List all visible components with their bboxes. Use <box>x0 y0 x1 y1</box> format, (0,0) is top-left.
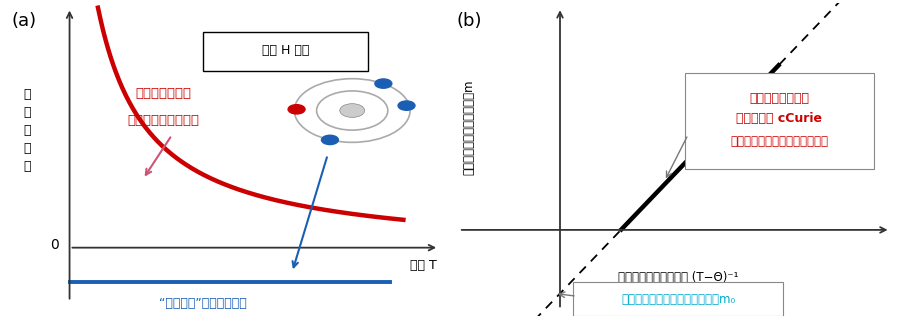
Text: 閉殼電子の反磁性による切片，m₀: 閉殼電子の反磁性による切片，m₀ <box>621 293 735 306</box>
Text: 温度 T: 温度 T <box>410 259 436 272</box>
Text: “閉殼電子”による反磁性: “閉殼電子”による反磁性 <box>159 298 247 310</box>
FancyBboxPatch shape <box>573 282 783 316</box>
Text: (b): (b) <box>456 12 482 30</box>
Text: による傾き cCurie: による傾き cCurie <box>736 112 823 125</box>
Circle shape <box>375 79 392 88</box>
Text: 補正された温度の逆数 (T−Θ)⁻¹: 補正された温度の逆数 (T−Θ)⁻¹ <box>617 271 738 284</box>
Text: 0: 0 <box>50 238 58 252</box>
FancyBboxPatch shape <box>685 73 874 168</box>
Circle shape <box>398 101 415 110</box>
Text: ランジュバン常磁性: ランジュバン常磁性 <box>127 114 199 127</box>
Text: 不対電子による: 不対電子による <box>135 87 191 100</box>
Text: （フリースピンの個数に比例）: （フリースピンの個数に比例） <box>730 135 828 148</box>
Circle shape <box>339 104 365 117</box>
Circle shape <box>321 135 338 145</box>
FancyBboxPatch shape <box>203 32 368 71</box>
Text: (a): (a) <box>12 12 37 30</box>
Circle shape <box>288 105 305 114</box>
Text: 磁場 H 一定: 磁場 H 一定 <box>262 44 309 57</box>
Text: 磁
取
感
磁
率: 磁 取 感 磁 率 <box>23 88 31 173</box>
Text: 不対電子の常磁性: 不対電子の常磁性 <box>749 92 809 105</box>
Text: 化合物の磁気モーメント，m: 化合物の磁気モーメント，m <box>463 80 475 175</box>
